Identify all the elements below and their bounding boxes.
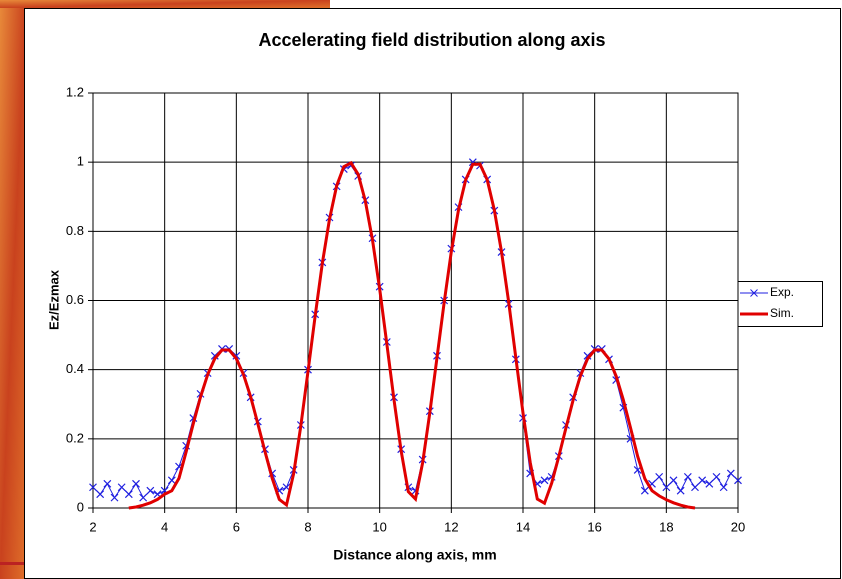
x-tick-label: 2	[89, 519, 96, 534]
legend-label: Exp.	[770, 285, 794, 299]
point-marker	[734, 476, 742, 485]
point-marker	[691, 483, 699, 492]
x-tick-label: 8	[304, 519, 311, 534]
point-marker	[132, 479, 140, 488]
point-marker	[698, 476, 707, 485]
legend-label: Sim.	[770, 306, 794, 320]
legend-marker	[750, 289, 758, 297]
point-marker	[103, 479, 112, 488]
y-tick-label: 1.2	[66, 84, 84, 99]
y-tick-label: 1	[77, 154, 84, 169]
point-marker	[640, 486, 649, 495]
point-marker	[110, 493, 119, 502]
point-marker	[719, 483, 728, 492]
x-axis-label: Distance along axis, mm	[333, 547, 496, 563]
point-marker	[117, 483, 126, 492]
point-marker	[726, 469, 735, 478]
point-marker	[89, 483, 97, 492]
x-tick-label: 16	[587, 519, 601, 534]
y-tick-label: 0.2	[66, 430, 84, 445]
x-tick-label: 4	[161, 519, 168, 534]
point-marker	[139, 493, 148, 502]
series-line	[128, 160, 696, 510]
chart-title: Accelerating field distribution along ax…	[258, 30, 605, 50]
y-axis-label: Ez/Ezmax	[46, 269, 61, 330]
point-marker	[146, 486, 155, 495]
slide-background	[0, 0, 26, 579]
y-tick-label: 0.6	[66, 292, 84, 307]
x-tick-label: 6	[233, 519, 240, 534]
x-tick-label: 12	[444, 519, 458, 534]
x-tick-label: 14	[516, 519, 530, 534]
x-tick-label: 20	[731, 519, 745, 534]
point-marker	[712, 472, 721, 481]
point-marker	[662, 483, 671, 492]
point-marker	[124, 490, 133, 499]
legend	[735, 281, 823, 327]
slide-background	[0, 0, 330, 8]
point-marker	[669, 476, 678, 485]
point-marker	[676, 486, 685, 495]
point-marker	[705, 479, 714, 488]
point-marker	[167, 476, 176, 485]
point-marker	[683, 472, 692, 481]
point-marker	[655, 472, 664, 481]
point-marker	[96, 490, 105, 499]
y-tick-label: 0	[77, 499, 84, 514]
slide-rule	[0, 562, 26, 565]
x-tick-label: 10	[372, 519, 386, 534]
y-tick-label: 0.8	[66, 223, 84, 238]
point-marker	[540, 476, 549, 485]
y-tick-label: 0.4	[66, 361, 84, 376]
x-tick-label: 18	[659, 519, 673, 534]
